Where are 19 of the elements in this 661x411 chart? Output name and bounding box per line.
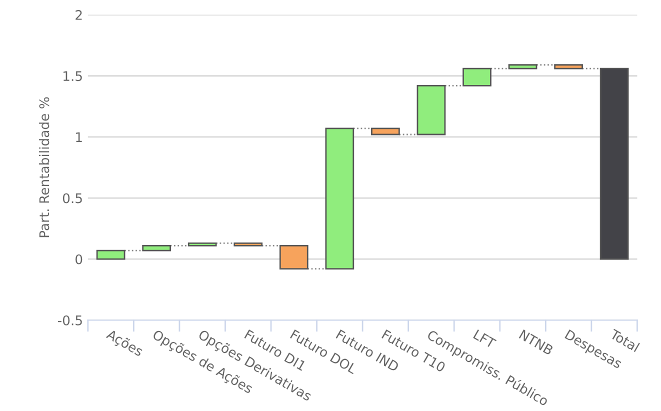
y-tick-label: 1 xyxy=(76,132,82,142)
bar xyxy=(279,244,308,270)
y-axis-title: Part. Rentabilidade % xyxy=(38,97,50,238)
y-tick-label: 2 xyxy=(76,10,82,20)
bar xyxy=(554,64,583,70)
y-tick-label: 1.5 xyxy=(64,71,82,82)
bar xyxy=(234,242,263,246)
y-tick-label: 0 xyxy=(76,254,82,264)
bar xyxy=(142,244,171,252)
bar xyxy=(325,128,354,270)
bar xyxy=(188,242,217,246)
bar xyxy=(508,64,538,70)
y-tick-label: -0.5 xyxy=(58,315,82,326)
bar xyxy=(371,128,400,136)
bar xyxy=(600,68,629,260)
bar xyxy=(96,250,126,260)
bar xyxy=(416,84,446,136)
y-tick-label: 0.5 xyxy=(62,193,82,204)
bar xyxy=(462,68,492,86)
